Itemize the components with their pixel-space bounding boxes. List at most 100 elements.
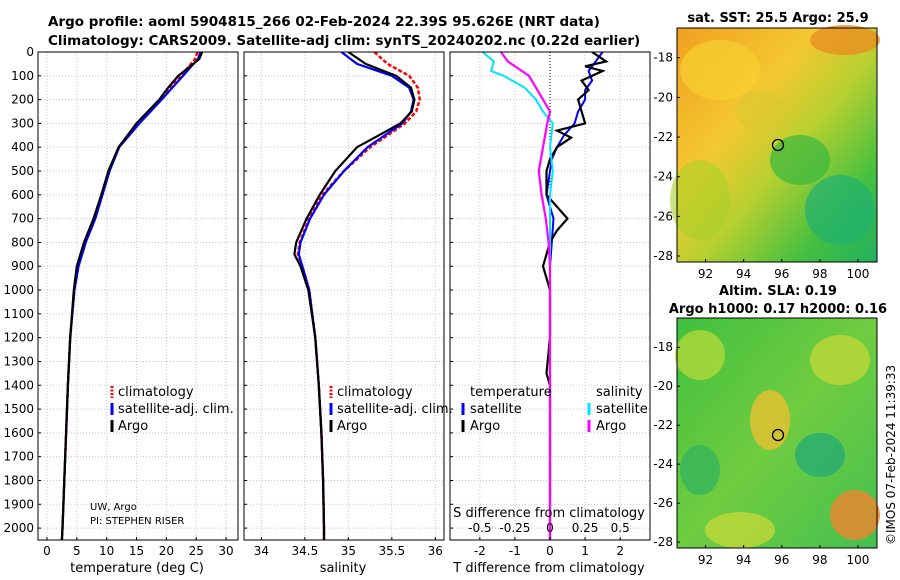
sla-patch <box>830 490 880 540</box>
legend-climatology: climatology <box>118 385 194 400</box>
credit-line-2: PI: STEPHEN RISER <box>90 516 184 527</box>
temperature-xlabel: temperature (deg C) <box>70 561 204 576</box>
depth-tick-label: 1500 <box>3 402 34 416</box>
lat-tick-label: -28 <box>653 249 673 263</box>
temperature-frame <box>37 51 239 541</box>
credit-line-1: UW, Argo <box>90 502 137 513</box>
legend-argo: Argo <box>337 419 367 434</box>
sla-patch <box>795 433 845 477</box>
lon-tick-label: 100 <box>846 267 869 281</box>
argo-location-marker <box>771 428 785 442</box>
depth-tick-label: 1200 <box>3 331 34 345</box>
depth-tick-label: 1300 <box>3 354 34 368</box>
sst-patch <box>805 175 875 245</box>
watermark: ©IMOS 07-Feb-2024 11:39:33 <box>884 365 898 545</box>
lat-tick-label: -20 <box>653 379 673 393</box>
temperature-legend: climatology satellite-adj. clim. Argo <box>110 385 234 434</box>
lat-tick-label: -18 <box>653 340 673 354</box>
x-tick-label: 25 <box>189 544 204 558</box>
depth-tick-label: 2000 <box>3 521 34 535</box>
s-tick-label: 0.25 <box>572 521 599 535</box>
salinity-panel <box>244 52 444 540</box>
x-tick-label: 34 <box>254 544 269 558</box>
s-difference-xlabel: S difference from climatology <box>453 506 645 521</box>
depth-tick-label: 100 <box>11 69 34 83</box>
x-tick-label: 5 <box>73 544 81 558</box>
legend-s-argo: Argo <box>596 419 626 434</box>
depth-tick-label: 700 <box>11 212 34 226</box>
legend-salinity-title: salinity <box>596 385 643 400</box>
legend-satellite: satellite-adj. clim. <box>337 402 453 417</box>
lat-tick-label: -18 <box>653 51 673 65</box>
lat-tick-label: -26 <box>653 496 673 510</box>
x-tick-label: 20 <box>159 544 174 558</box>
sla-patch <box>750 390 790 450</box>
argo-location-marker <box>771 138 785 152</box>
x-tick-label: 35.5 <box>378 544 405 558</box>
depth-tick-label: 900 <box>11 259 34 273</box>
x-tick-label: 15 <box>129 544 144 558</box>
depth-tick-label: 200 <box>11 93 34 107</box>
sla-map-title-1: Altim. SLA: 0.19 <box>719 284 837 299</box>
lat-tick-label: -24 <box>653 457 673 471</box>
x-tick-label: 10 <box>99 544 114 558</box>
x-tick-label: 1 <box>581 544 589 558</box>
difference-xlabel: T difference from climatology <box>452 561 645 576</box>
sla-patch <box>675 330 725 380</box>
sst-patch <box>735 90 785 130</box>
lat-tick-label: -20 <box>653 90 673 104</box>
depth-tick-label: 1800 <box>3 473 34 487</box>
lon-tick-label: 94 <box>736 553 751 567</box>
sst-map-title: sat. SST: 25.5 Argo: 25.9 <box>687 11 868 26</box>
x-tick-label: 35 <box>341 544 356 558</box>
sla-patch <box>705 512 775 548</box>
lon-tick-label: 96 <box>774 553 789 567</box>
lat-tick-label: -26 <box>653 209 673 223</box>
depth-tick-label: 1900 <box>3 497 34 511</box>
depth-tick-label: 1400 <box>3 378 34 392</box>
s-tick-label: 0 <box>546 521 554 535</box>
salinity-xlabel: salinity <box>320 561 367 576</box>
title-line-1: Argo profile: aoml 5904815_266 02-Feb-20… <box>48 14 600 30</box>
difference-legend: temperature salinity satellite Argo sate… <box>461 385 648 434</box>
depth-tick-label: 500 <box>11 164 34 178</box>
legend-argo: Argo <box>118 419 148 434</box>
lon-tick-label: 92 <box>698 553 713 567</box>
sst-frame <box>676 27 878 263</box>
depth-tick-label: 400 <box>11 140 34 154</box>
series-argo <box>293 52 416 540</box>
sst-patch <box>680 40 760 100</box>
x-tick-label: 0 <box>43 544 51 558</box>
lat-tick-label: -22 <box>653 130 673 144</box>
legend-s-satellite: satellite <box>596 402 648 417</box>
sla-patch <box>810 335 870 385</box>
x-tick-label: 34.5 <box>292 544 319 558</box>
depth-tick-label: 0 <box>26 45 34 59</box>
x-tick-label: 30 <box>218 544 233 558</box>
lon-tick-label: 98 <box>812 267 827 281</box>
sst-patch <box>770 135 830 185</box>
x-tick-label: 2 <box>616 544 624 558</box>
salinity-legend: climatology satellite-adj. clim. Argo <box>329 385 453 434</box>
sst-map <box>670 25 880 263</box>
lat-tick-label: -22 <box>653 418 673 432</box>
lon-tick-label: 100 <box>846 553 869 567</box>
series-salinity-argo <box>500 52 552 540</box>
sla-patch <box>680 445 720 495</box>
lat-tick-label: -24 <box>653 170 673 184</box>
s-tick-label: 0.5 <box>611 521 630 535</box>
depth-tick-label: 1000 <box>3 283 34 297</box>
sla-map <box>675 317 880 549</box>
legend-t-satellite: satellite <box>470 402 522 417</box>
lon-tick-label: 92 <box>698 267 713 281</box>
x-tick-label: 36 <box>428 544 443 558</box>
sla-map-title-2: Argo h1000: 0.17 h2000: 0.16 <box>669 302 887 317</box>
temperature-panel <box>38 52 238 540</box>
depth-tick-label: 1600 <box>3 426 34 440</box>
series-argo <box>60 52 204 540</box>
depth-tick-label: 300 <box>11 116 34 130</box>
x-tick-label: -1 <box>509 544 521 558</box>
lat-tick-label: -28 <box>653 535 673 549</box>
x-tick-label: 0 <box>546 544 554 558</box>
